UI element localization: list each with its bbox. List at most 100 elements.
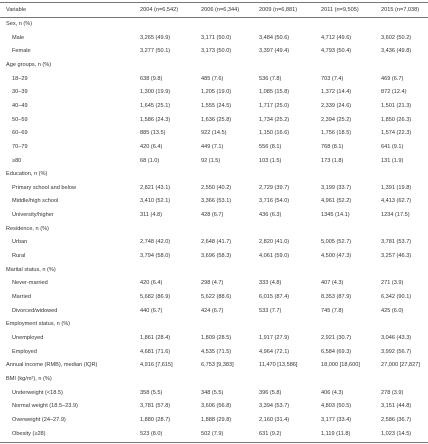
cell-value: 424 (6.7) bbox=[201, 307, 224, 314]
row-label: ≥80 bbox=[12, 157, 22, 164]
cell-value: 2,820 (41.0) bbox=[259, 239, 290, 246]
group-heading: Residence, n (%) bbox=[6, 225, 49, 232]
cell-value: 5,682 (86.9) bbox=[140, 294, 171, 300]
cell-value: 3,265 (49.9) bbox=[140, 34, 171, 41]
column-header: 2006 (n=6,344) bbox=[201, 7, 240, 13]
cell-value: 406 (4.3) bbox=[321, 389, 344, 396]
cell-value: 556 (8.1) bbox=[259, 143, 282, 150]
row-label: 70–79 bbox=[12, 143, 28, 150]
row-label: 60–69 bbox=[12, 130, 28, 137]
group-heading: BMI (kg/m²), n (%) bbox=[6, 375, 52, 382]
cell-value: 4,413 (62.7) bbox=[381, 198, 412, 205]
row-label: Never-married bbox=[12, 280, 48, 287]
column-header: 2004 (n=6,542) bbox=[140, 7, 179, 13]
cell-value: 6,015 (87.4) bbox=[259, 294, 290, 300]
cell-value: 3,177 (33.4) bbox=[321, 416, 352, 423]
cell-value: 4,793 (50.4) bbox=[321, 48, 352, 55]
cell-value: 1,300 (19.9) bbox=[140, 89, 171, 96]
cell-value: 768 (8.1) bbox=[321, 143, 344, 150]
cell-value: 436 (6.3) bbox=[259, 212, 282, 219]
cell-value: 3,394 (53.7) bbox=[259, 403, 290, 410]
row-label: 18–29 bbox=[12, 75, 28, 82]
cell-value: 1,917 (27.9) bbox=[259, 334, 290, 341]
cell-value: 1,880 (28.7) bbox=[140, 416, 171, 423]
cell-value: 641 (9.1) bbox=[381, 143, 404, 150]
cell-value: 278 (3.9) bbox=[381, 389, 404, 396]
row-label: 30–39 bbox=[12, 89, 28, 96]
cell-value: 922 (14.5) bbox=[201, 130, 227, 137]
cell-value: 4,916 [7,615] bbox=[140, 362, 173, 369]
cell-value: 271 (3.9) bbox=[381, 280, 404, 287]
cell-value: 631 (9.2) bbox=[259, 430, 282, 437]
group-heading: Sex, n (%) bbox=[6, 21, 33, 27]
cell-value: 4,964 (72.1) bbox=[259, 348, 290, 355]
cell-value: 3,696 (58.3) bbox=[201, 253, 232, 260]
cell-value: 4,061 (59.0) bbox=[259, 253, 290, 260]
cell-value: 1,734 (25.2) bbox=[259, 116, 290, 123]
cell-value: 348 (5.5) bbox=[201, 389, 224, 396]
cell-value: 6,342 (90.1) bbox=[381, 294, 412, 300]
row-label: Rural bbox=[12, 253, 26, 260]
cell-value: 4,500 (47.3) bbox=[321, 253, 352, 260]
cell-value: 1,645 (25.1) bbox=[140, 102, 171, 109]
cell-value: 3,794 (58.0) bbox=[140, 253, 171, 260]
cell-value: 745 (7.8) bbox=[321, 307, 344, 314]
row-label: 50–59 bbox=[12, 116, 28, 123]
cell-value: 3,151 (44.8) bbox=[381, 403, 412, 410]
column-header: 2009 (n=6,881) bbox=[259, 7, 298, 13]
cell-value: 523 (8.0) bbox=[140, 430, 163, 437]
cell-value: 485 (7.6) bbox=[201, 75, 224, 82]
group-heading: Education, n (%) bbox=[6, 171, 48, 178]
cell-value: 872 (12.4) bbox=[381, 89, 407, 96]
cell-value: 3,484 (50.6) bbox=[259, 34, 290, 41]
cell-value: 4,803 (50.5) bbox=[321, 403, 352, 410]
cell-value: 358 (5.5) bbox=[140, 389, 163, 396]
cell-value: 3,257 (46.3) bbox=[381, 253, 412, 260]
group-heading: Marital status, n (%) bbox=[6, 266, 56, 273]
cell-value: 3,366 (53.1) bbox=[201, 198, 232, 205]
cell-value: 298 (4.7) bbox=[201, 280, 224, 287]
cell-value: 2,648 (41.7) bbox=[201, 239, 232, 246]
column-header: 2015 (n=7,038) bbox=[381, 7, 420, 13]
cell-value: 1345 (14.1) bbox=[321, 212, 350, 219]
cell-value: 1,555 (24.5) bbox=[201, 102, 232, 109]
cell-value: 6,753 [9,383] bbox=[201, 362, 234, 369]
cell-value: 3,277 (50.1) bbox=[140, 48, 171, 55]
cell-value: 3,781 (57.8) bbox=[140, 403, 171, 410]
cell-value: 92 (1.5) bbox=[201, 157, 221, 164]
cell-value: 1,809 (28.5) bbox=[201, 334, 232, 341]
column-header: 2011 (n=9,505) bbox=[321, 7, 359, 13]
row-label: Underweight (<18.5) bbox=[12, 389, 63, 396]
cell-value: 311 (4.8) bbox=[140, 212, 162, 219]
cell-value: 1234 (17.5) bbox=[381, 212, 410, 219]
cell-value: 2,339 (24.6) bbox=[321, 102, 352, 109]
cell-value: 11,470 [13,586] bbox=[259, 362, 298, 369]
row-label: Divorced/widowed bbox=[12, 307, 58, 314]
row-label: Unemployed bbox=[12, 334, 44, 341]
cell-value: 1,205 (19.0) bbox=[201, 89, 232, 96]
cell-value: 1,085 (15.8) bbox=[259, 89, 290, 96]
cell-value: 885 (13.5) bbox=[140, 130, 166, 137]
row-label: Employed bbox=[12, 348, 37, 355]
cell-value: 1,023 (14.5) bbox=[381, 430, 412, 437]
cell-value: 533 (7.7) bbox=[259, 307, 282, 314]
group-heading: Age groups, n (%) bbox=[6, 61, 52, 68]
cell-value: 2,586 (36.7) bbox=[381, 416, 412, 423]
column-header: Variable bbox=[6, 7, 27, 13]
cell-value: 3,046 (43.3) bbox=[381, 334, 412, 341]
cell-value: 2,748 (42.0) bbox=[140, 239, 171, 246]
cell-value: 1,756 (18.5) bbox=[321, 130, 352, 137]
row-label: Obesity (≥28) bbox=[12, 430, 46, 437]
row-label: Female bbox=[12, 48, 31, 55]
cell-value: 2,160 (31.4) bbox=[259, 416, 290, 423]
cell-value: 1,119 (11.8) bbox=[321, 430, 351, 437]
group-heading: Annual income (RMB), median (IQR) bbox=[6, 362, 98, 369]
cell-value: 103 (1.5) bbox=[259, 157, 282, 164]
cell-value: 4,961 (52.2) bbox=[321, 198, 352, 205]
cell-value: 3,397 (49.4) bbox=[259, 48, 290, 55]
cell-value: 420 (6.4) bbox=[140, 143, 163, 150]
row-label: Male bbox=[12, 34, 25, 41]
row-label: Primary school and below bbox=[12, 184, 77, 191]
row-label: 40–49 bbox=[12, 102, 28, 109]
cell-value: 4,712 (49.6) bbox=[321, 34, 352, 41]
